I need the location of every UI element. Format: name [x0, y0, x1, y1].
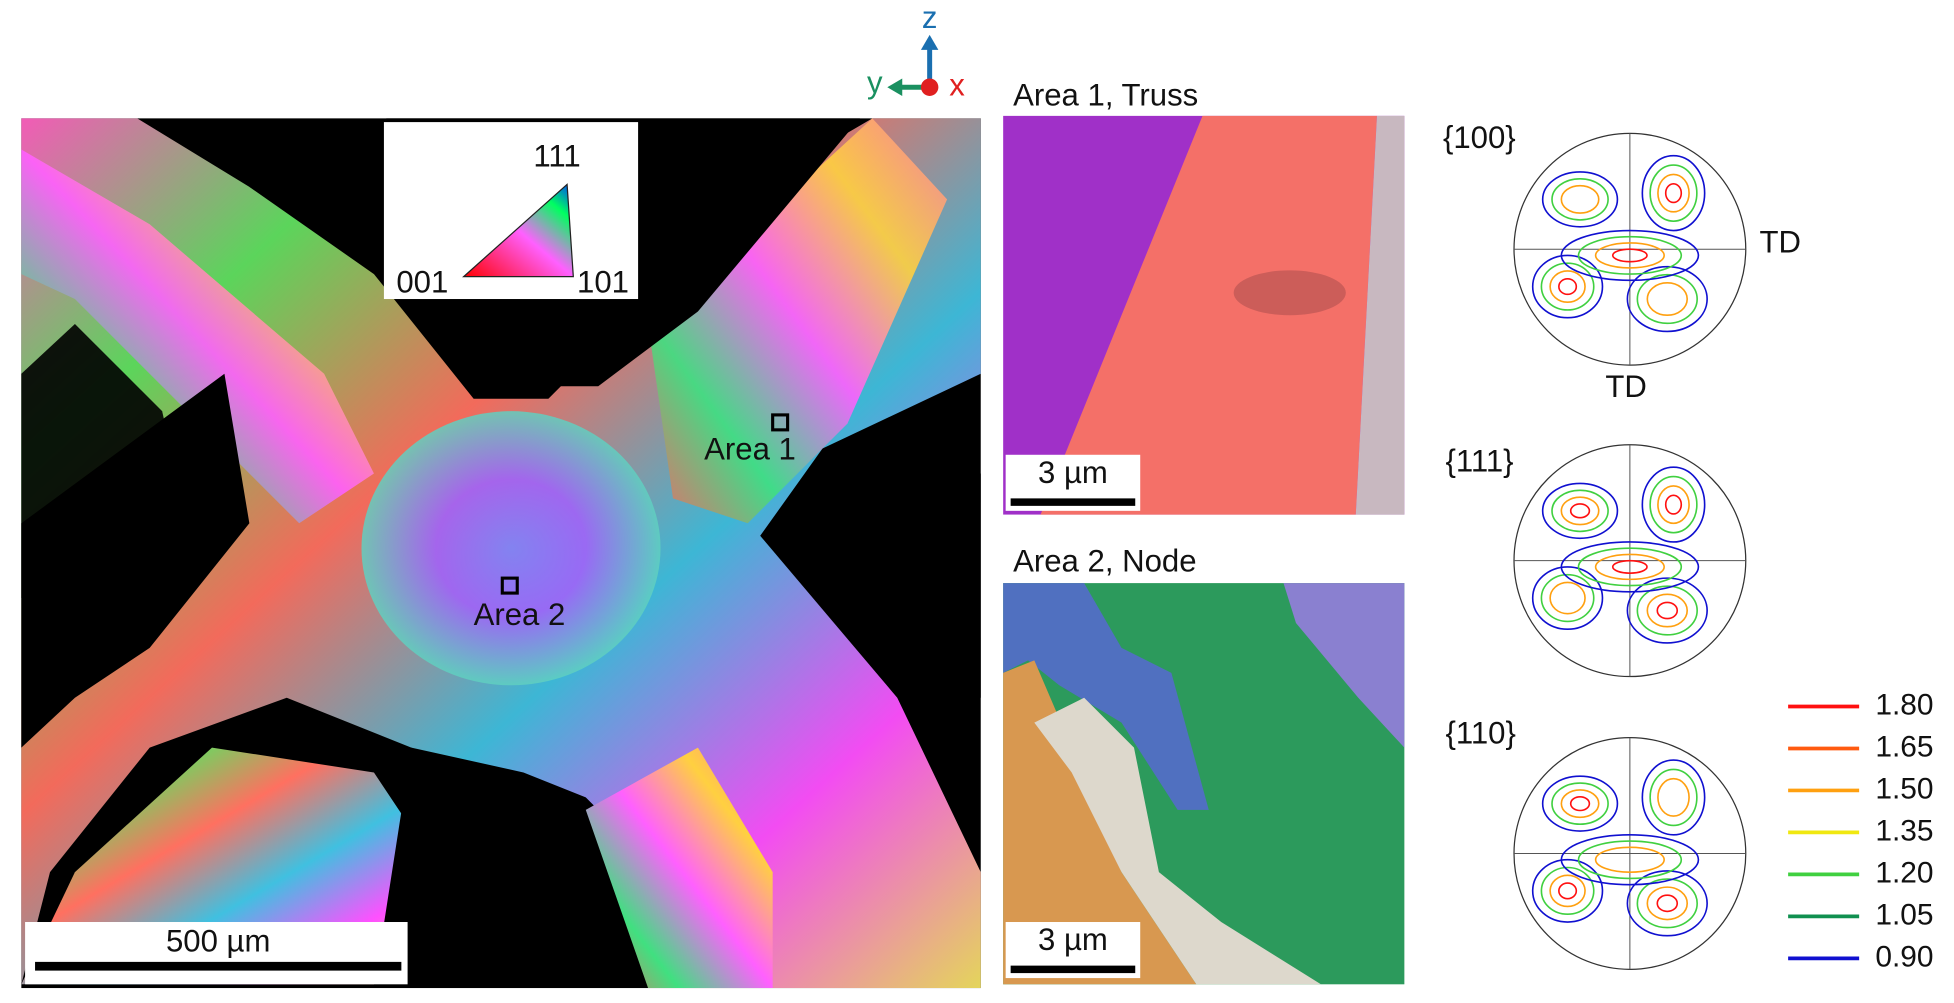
contour — [1657, 173, 1690, 213]
contour — [1641, 466, 1706, 543]
contour — [1641, 154, 1706, 232]
ipf-label: 101 — [577, 264, 629, 299]
axes-triad: z y x — [867, 0, 965, 102]
contour — [1649, 475, 1698, 534]
axis-label: z — [922, 0, 938, 35]
contour — [1540, 573, 1595, 623]
contour-legend: 1.80 1.65 1.50 1.35 1.20 1.05 0.90 — [1788, 688, 1934, 973]
panel-title: Area 1, Truss — [1013, 77, 1198, 112]
contour — [1569, 503, 1591, 519]
ipf-label: 111 — [533, 138, 580, 173]
legend-label: 1.35 — [1875, 814, 1933, 847]
contour — [1551, 782, 1609, 826]
legend-label: 1.50 — [1875, 772, 1933, 805]
contour — [1540, 866, 1595, 916]
td-label: TD — [1605, 369, 1647, 404]
contour — [1594, 846, 1665, 873]
contour — [1646, 593, 1689, 628]
legend-label: 0.90 — [1875, 940, 1933, 973]
pole-label: {111} — [1445, 444, 1513, 479]
scale-bar-label: 3 µm — [1038, 922, 1108, 957]
contour — [1558, 882, 1578, 900]
area2-panel: Area 2, Node 3 µm — [1003, 543, 1405, 985]
contour — [1636, 273, 1698, 325]
contour — [1636, 585, 1698, 636]
contour — [1549, 874, 1586, 908]
contour — [1577, 547, 1683, 587]
legend-label: 1.65 — [1875, 730, 1933, 763]
contour — [1611, 248, 1648, 263]
axis-label: x — [949, 67, 965, 102]
axis-label: y — [867, 65, 883, 100]
scale-bar-label: 500 µm — [166, 923, 270, 958]
contour — [1541, 775, 1619, 832]
contour — [1531, 254, 1604, 319]
contour — [1656, 601, 1679, 620]
contour — [1569, 795, 1591, 812]
contour — [1646, 282, 1689, 317]
contour — [1577, 840, 1683, 880]
contour — [1558, 277, 1578, 296]
contour — [1560, 229, 1700, 282]
contour — [1560, 789, 1600, 819]
scale-bar-label: 3 µm — [1038, 455, 1108, 490]
contour — [1560, 184, 1600, 214]
legend-label: 1.80 — [1875, 688, 1933, 721]
contour — [1656, 894, 1679, 913]
contour — [1649, 768, 1698, 827]
legend-label: 1.05 — [1875, 898, 1933, 931]
contour — [1551, 177, 1609, 221]
pole-label: {100} — [1443, 120, 1516, 155]
contour — [1531, 858, 1604, 923]
contour — [1540, 262, 1595, 311]
contour — [1549, 581, 1586, 615]
area-label: Area 2 — [474, 597, 566, 632]
contour — [1541, 171, 1619, 228]
contour — [1657, 777, 1690, 817]
contour — [1531, 566, 1604, 631]
contour — [1560, 496, 1600, 526]
contour — [1551, 489, 1609, 533]
contour — [1636, 878, 1698, 929]
contour — [1649, 164, 1698, 222]
contour — [1549, 270, 1586, 303]
ipf-label: 001 — [396, 264, 448, 299]
contour — [1641, 759, 1706, 836]
legend-label: 1.20 — [1875, 856, 1933, 889]
contour — [1646, 886, 1689, 921]
contour — [1664, 182, 1683, 204]
td-label: TD — [1759, 224, 1801, 259]
contour — [1657, 485, 1690, 525]
area1-panel: Area 1, Truss 3 µm — [1003, 77, 1405, 515]
contour — [1560, 833, 1700, 886]
contour — [1594, 553, 1665, 581]
contour — [1626, 577, 1708, 644]
pole-figures: {100} TD TD {111} {110} — [1443, 120, 1801, 970]
contour — [1541, 482, 1619, 540]
contour — [1611, 559, 1648, 574]
area-label: Area 1 — [704, 431, 796, 466]
contour — [1664, 494, 1683, 515]
ebsd-map: Area 1 Area 2 111 001 101 500 µm — [21, 118, 981, 989]
panel-title: Area 2, Node — [1013, 543, 1196, 578]
contour — [1626, 265, 1708, 333]
contour — [1626, 870, 1708, 937]
contour — [1577, 235, 1683, 275]
contour — [1594, 242, 1665, 269]
contour — [1560, 541, 1700, 593]
pole-label: {110} — [1445, 715, 1515, 750]
